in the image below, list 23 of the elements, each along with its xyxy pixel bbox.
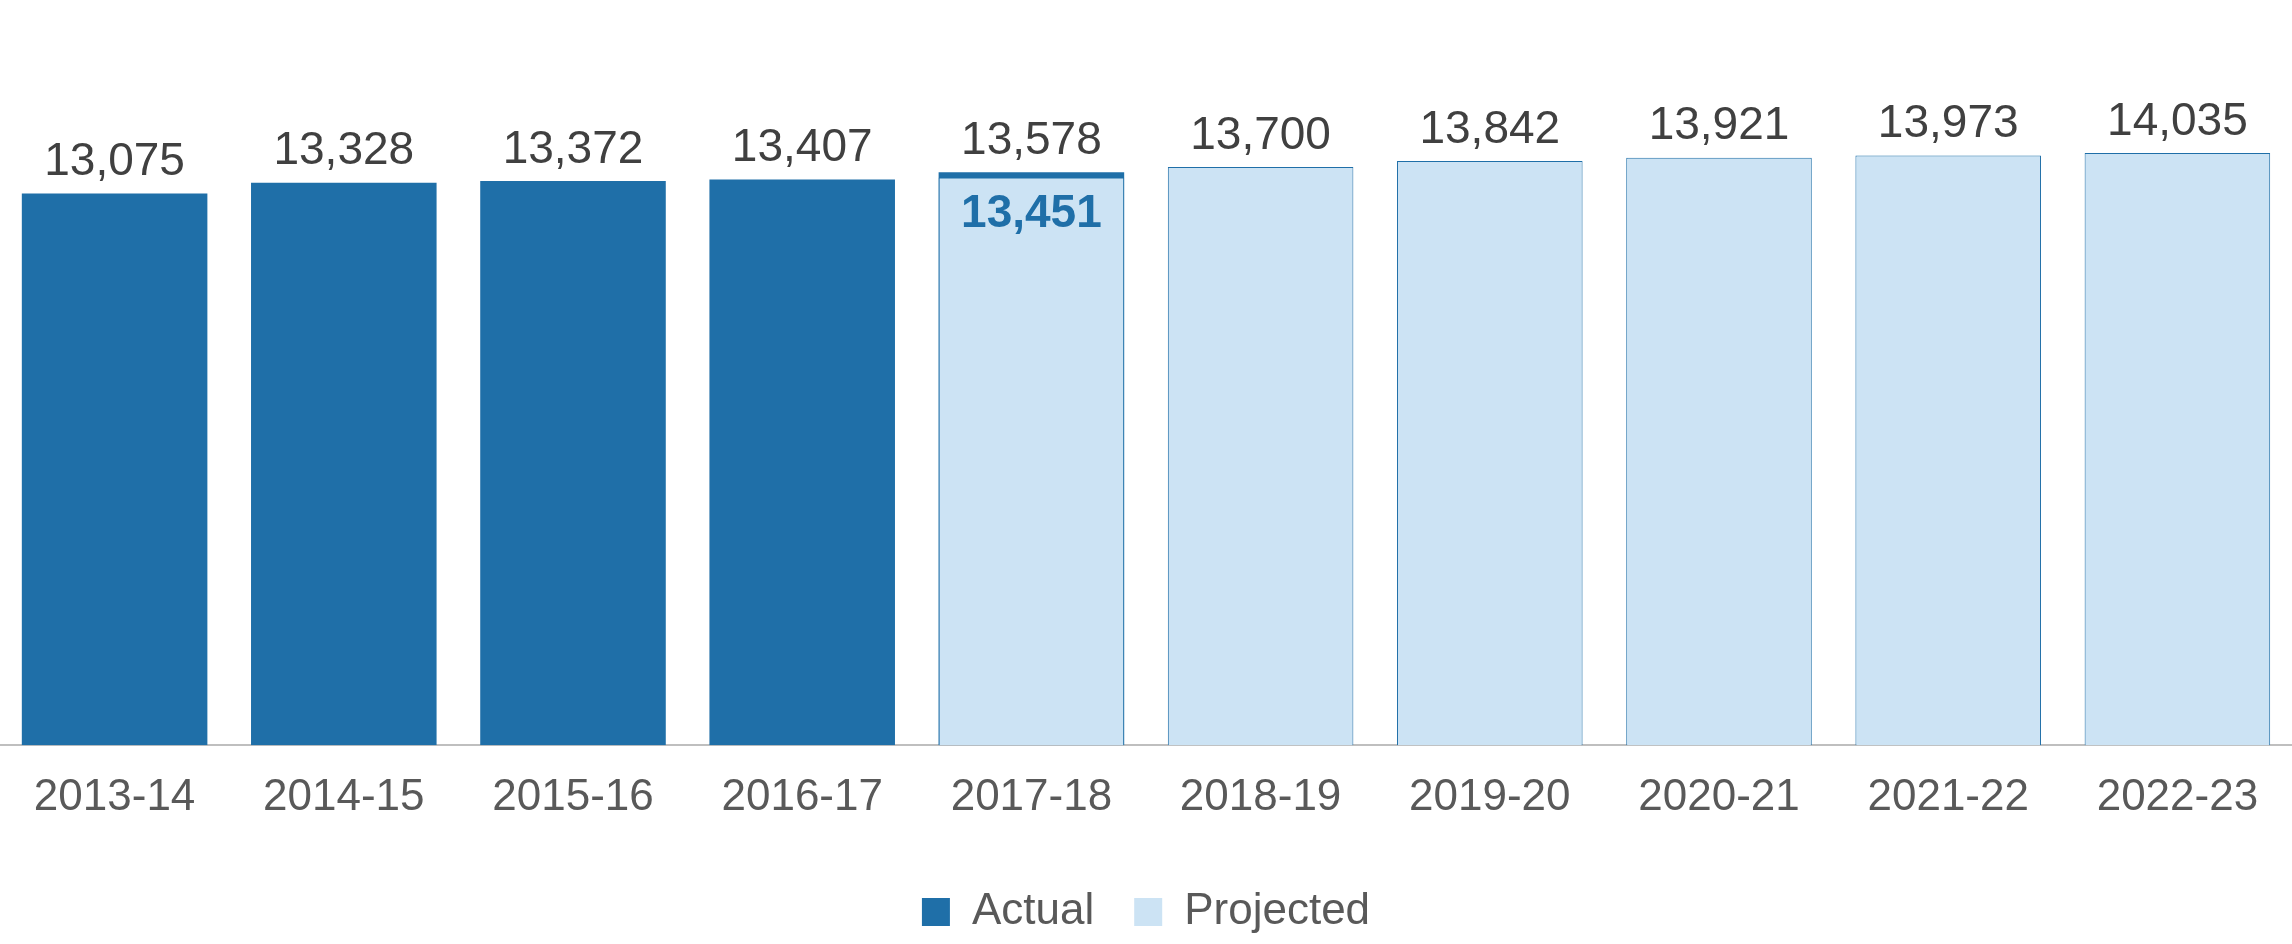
data-label: 14,035 — [2107, 92, 2248, 145]
data-label: 13,578 — [961, 111, 1102, 164]
data-label: 13,075 — [44, 133, 185, 186]
data-label: 13,372 — [502, 120, 644, 173]
x-tick-label: 2018-19 — [1179, 769, 1342, 819]
data-label: 13,973 — [1877, 95, 2019, 148]
x-tick-label: 2015-16 — [492, 769, 654, 819]
x-tick-label: 2020-21 — [1638, 769, 1800, 819]
x-tick-label: 2021-22 — [1867, 769, 2029, 819]
x-tick-label: 2014-15 — [263, 769, 425, 819]
x-tick-label: 2017-18 — [950, 769, 1113, 819]
x-tick-label: 2022-23 — [2096, 769, 2259, 819]
data-label: 13,842 — [1419, 100, 1561, 153]
x-tick-label: 2019-20 — [1409, 769, 1571, 819]
data-label: 13,700 — [1190, 106, 1331, 159]
x-tick-label: 2013-14 — [33, 769, 196, 819]
legend-label: Projected — [1184, 884, 1371, 934]
data-label: 13,451 — [961, 185, 1102, 238]
data-label: 13,407 — [731, 119, 873, 172]
data-label: 13,921 — [1648, 97, 1790, 150]
legend-label: Actual — [971, 884, 1095, 934]
x-tick-label: 2016-17 — [721, 769, 883, 819]
data-label: 13,328 — [273, 122, 415, 175]
